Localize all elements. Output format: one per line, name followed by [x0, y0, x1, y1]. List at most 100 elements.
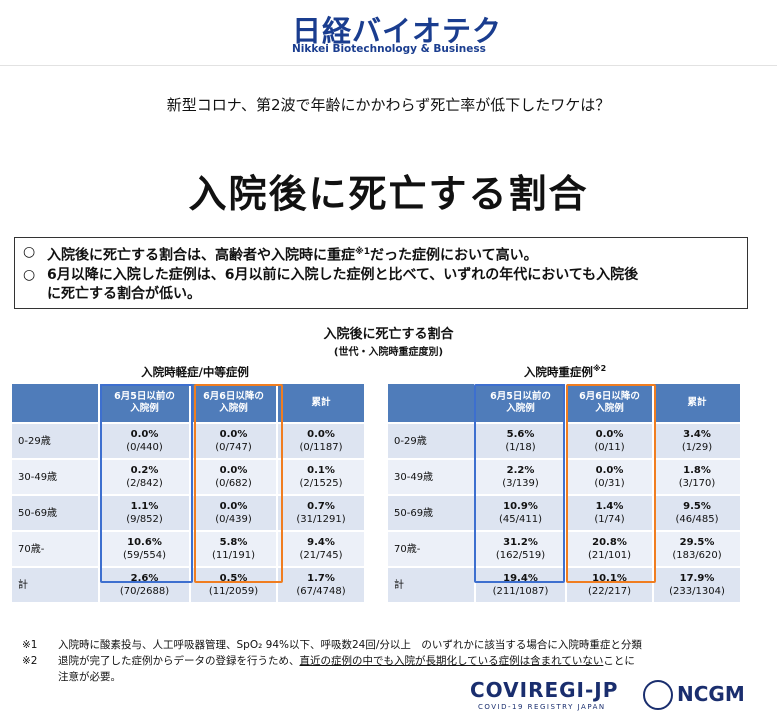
cell-fraction: (21/745): [299, 550, 343, 561]
severe-col-header-2: 6月6日以降の 入院例: [567, 384, 652, 422]
table-cell: 9.4% (21/745): [278, 532, 364, 566]
coviregi-logo: COVIREGI-JP: [470, 678, 619, 702]
table-cell: 0.2% (2/842): [100, 460, 189, 494]
table-cell: 0.7% (31/1291): [278, 496, 364, 530]
cell-percent: 10.6%: [127, 537, 162, 548]
table-cell: 9.5% (46/485): [654, 496, 740, 530]
table-cell: 3.4% (1/29): [654, 424, 740, 458]
cell-fraction: (2/1525): [299, 478, 343, 489]
table-cell: 1.7% (67/4748): [278, 568, 364, 602]
table-cell: 2.6% (70/2688): [100, 568, 189, 602]
cell-fraction: (211/1087): [492, 586, 549, 597]
cell-percent: 2.2%: [506, 465, 535, 476]
table-row: 30-49歳 0.2% (2/842) 0.0% (0/682) 0.1% (2/1525): [12, 460, 364, 494]
summary-text-1-tail: だった症例において高い。: [370, 247, 538, 264]
cell-fraction: (183/620): [672, 550, 722, 561]
severe-corner-cell: [388, 384, 474, 422]
cell-fraction: (22/217): [588, 586, 631, 597]
table-row: 計 19.4% (211/1087) 10.1% (22/217) 17.9% (233/1…: [388, 568, 740, 602]
table-cell: 1.1% (9/852): [100, 496, 189, 530]
cell-percent: 0.5%: [219, 573, 248, 584]
cell-percent: 0.0%: [219, 429, 248, 440]
cell-percent: 0.0%: [595, 429, 624, 440]
table-cell: 0.5% (11/2059): [191, 568, 276, 602]
table-cell: 17.9% (233/1304): [654, 568, 740, 602]
table-cell: 0.0% (0/31): [567, 460, 652, 494]
table-severe: 6月5日以前の 入院例 6月6日以降の 入院例 累計 0-29歳 5.6% (1/18) 0.0…: [386, 382, 742, 604]
footnote-2-cont: 注意が必要。: [58, 671, 121, 683]
table-cell: 10.6% (59/554): [100, 532, 189, 566]
severe-row-label: 30-49歳: [388, 460, 474, 494]
summary-text-2: 6月以降に入院した症例は、6月以前に入院した症例と比べて、いずれの年代においても…: [47, 266, 639, 283]
cell-fraction: (3/139): [502, 478, 539, 489]
ncgm-globe-icon: [643, 680, 673, 710]
table-cell: 0.0% (0/440): [100, 424, 189, 458]
cell-percent: 5.6%: [506, 429, 535, 440]
slide-title: 入院後に死亡する割合: [188, 172, 589, 216]
mild-row-label: 30-49歳: [12, 460, 98, 494]
table-title: 入院後に死亡する割合: [323, 327, 454, 342]
bullet-icon: ○: [23, 266, 36, 283]
cell-fraction: (3/170): [678, 478, 716, 489]
left-group-label: 入院時軽症/中等症例: [141, 365, 249, 379]
table-cell: 10.9% (45/411): [476, 496, 565, 530]
table-cell: 0.0% (0/682): [191, 460, 276, 494]
table-cell: 0.0% (0/11): [567, 424, 652, 458]
cell-percent: 1.7%: [307, 573, 335, 584]
cell-percent: 0.0%: [130, 429, 159, 440]
footnote-1: ※1 入院時に酸素投与、人工呼吸器管理、SpO₂ 94%以下、呼吸数24回/分以…: [22, 639, 642, 651]
table-cell: 5.8% (11/191): [191, 532, 276, 566]
summary-text-2-cont: に死亡する割合が低い。: [47, 285, 201, 302]
mild-col-header-2: 6月6日以降の 入院例: [191, 384, 276, 422]
cell-percent: 10.9%: [503, 501, 538, 512]
cell-percent: 2.6%: [130, 573, 159, 584]
cell-percent: 0.0%: [219, 465, 248, 476]
footnote-2: ※2 退院が完了した症例からデータの登録を行うため、直近の症例の中でも入院が長期…: [22, 655, 635, 667]
table-cell: 0.0% (0/747): [191, 424, 276, 458]
severe-row-label: 70歳-: [388, 532, 474, 566]
cell-fraction: (70/2688): [119, 586, 170, 597]
table-subtitle: (世代・入院時重症度別): [333, 347, 444, 358]
table-row: 50-69歳 10.9% (45/411) 1.4% (1/74) 9.5% (46/485…: [388, 496, 740, 530]
table-cell: 31.2% (162/519): [476, 532, 565, 566]
site-logo[interactable]: 日経バイオテク: [292, 14, 503, 48]
cell-fraction: (1/74): [594, 514, 625, 525]
table-row: 70歳- 10.6% (59/554) 5.8% (11/191) 9.4% (21/745…: [12, 532, 364, 566]
cell-fraction: (1/18): [505, 442, 536, 453]
cell-percent: 1.1%: [130, 501, 159, 512]
cell-percent: 0.2%: [130, 465, 159, 476]
cell-fraction: (11/2059): [208, 586, 259, 597]
summary-line-1: ○ 入院後に死亡する割合は、高齢者や入院時に重症※1だった症例において高い。: [23, 243, 737, 266]
ncgm-logo: NCGM: [677, 682, 745, 706]
cell-percent: 20.8%: [592, 537, 627, 548]
table-row: 計 2.6% (70/2688) 0.5% (11/2059) 1.7% (67/4748): [12, 568, 364, 602]
severe-header-row: 6月5日以前の 入院例 6月6日以降の 入院例 累計: [388, 384, 740, 422]
table-cell: 0.1% (2/1525): [278, 460, 364, 494]
cell-fraction: (21/101): [588, 550, 631, 561]
mild-corner-cell: [12, 384, 98, 422]
cell-percent: 5.8%: [219, 537, 248, 548]
cell-fraction: (59/554): [123, 550, 166, 561]
right-group-label: 入院時重症例※2: [523, 364, 607, 379]
cell-fraction: (31/1291): [296, 514, 346, 525]
cell-fraction: (45/411): [499, 514, 542, 525]
cell-percent: 0.1%: [307, 465, 335, 476]
cell-fraction: (162/519): [495, 550, 546, 561]
table-cell: 20.8% (21/101): [567, 532, 652, 566]
severe-col-header-1: 6月5日以前の 入院例: [476, 384, 565, 422]
severe-row-label: 計: [388, 568, 474, 602]
cell-fraction: (233/1304): [669, 586, 725, 597]
cell-percent: 31.2%: [503, 537, 538, 548]
coviregi-logo-subtitle: COVID-19 REGISTRY JAPAN: [478, 703, 606, 711]
cell-percent: 3.4%: [683, 429, 711, 440]
mild-row-label: 計: [12, 568, 98, 602]
cell-fraction: (67/4748): [296, 586, 346, 597]
cell-fraction: (9/852): [126, 514, 163, 525]
table-row: 50-69歳 1.1% (9/852) 0.0% (0/439) 0.7% (31/1291…: [12, 496, 364, 530]
cell-fraction: (0/440): [126, 442, 163, 453]
table-cell: 5.6% (1/18): [476, 424, 565, 458]
bullet-icon: ○: [23, 244, 36, 260]
cell-percent: 0.0%: [307, 429, 335, 440]
cell-percent: 0.0%: [219, 501, 248, 512]
cell-fraction: (0/747): [215, 442, 252, 453]
